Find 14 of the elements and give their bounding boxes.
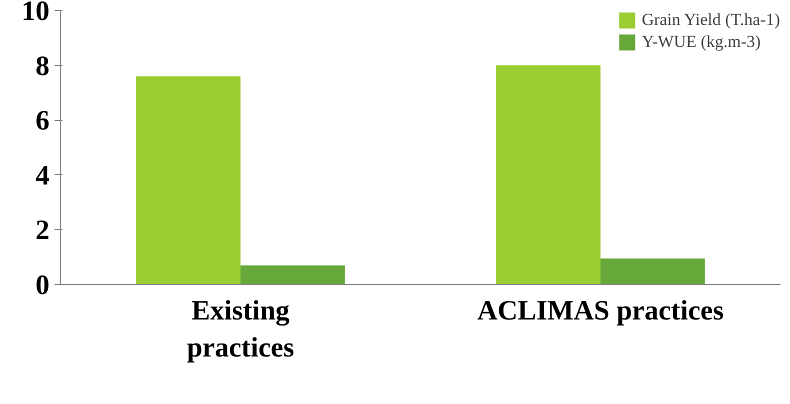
y-tick-label: 0 bbox=[36, 270, 50, 301]
bar bbox=[240, 265, 345, 284]
y-tick-label: 6 bbox=[36, 106, 50, 137]
legend-label: Y-WUE (kg.m-3) bbox=[642, 32, 761, 52]
bar bbox=[600, 258, 705, 284]
y-tick-label: 2 bbox=[36, 215, 50, 246]
y-tick-label: 10 bbox=[22, 0, 50, 27]
x-tick-label: ACLIMAS practices bbox=[477, 296, 724, 326]
x-tick-label: Existing practices bbox=[186, 296, 294, 364]
y-tick-label: 8 bbox=[36, 50, 50, 82]
bar bbox=[496, 65, 600, 284]
bar bbox=[136, 76, 240, 284]
y-tick-label: 4 bbox=[36, 160, 50, 192]
legend-label: Grain Yield (T.ha-1) bbox=[642, 10, 780, 30]
